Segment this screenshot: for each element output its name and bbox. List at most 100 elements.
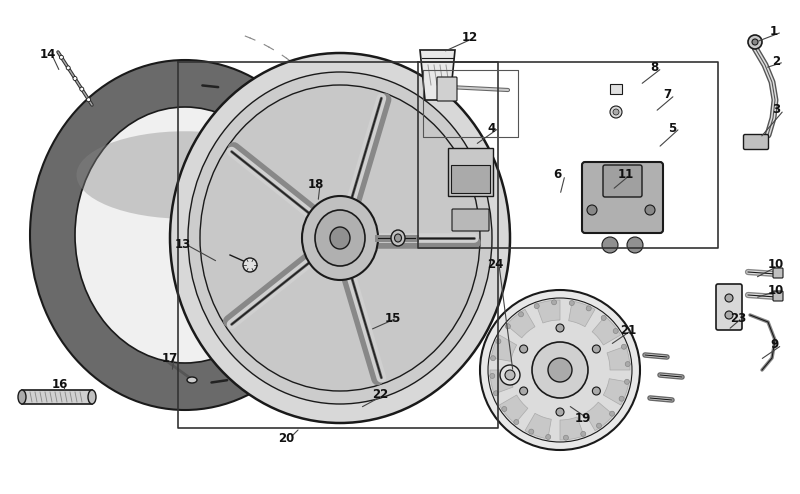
Ellipse shape (30, 60, 340, 410)
Circle shape (570, 300, 574, 305)
Circle shape (520, 345, 528, 353)
Text: 17: 17 (162, 352, 178, 365)
FancyBboxPatch shape (437, 77, 457, 101)
Wedge shape (603, 379, 629, 405)
Ellipse shape (200, 85, 480, 391)
Text: 14: 14 (40, 48, 56, 61)
Text: 3: 3 (772, 104, 780, 117)
Wedge shape (536, 300, 560, 323)
Circle shape (480, 290, 640, 450)
Circle shape (80, 87, 84, 91)
Text: 22: 22 (372, 388, 388, 402)
Circle shape (520, 387, 528, 395)
FancyBboxPatch shape (716, 284, 742, 330)
Circle shape (490, 373, 494, 378)
Circle shape (490, 356, 495, 361)
Circle shape (626, 362, 630, 367)
FancyBboxPatch shape (610, 84, 622, 94)
Text: 6: 6 (553, 168, 562, 181)
Circle shape (610, 106, 622, 118)
Ellipse shape (77, 131, 294, 219)
Circle shape (587, 205, 597, 215)
Text: 7: 7 (663, 88, 671, 101)
Circle shape (86, 98, 90, 102)
Circle shape (488, 298, 632, 442)
Wedge shape (560, 417, 584, 440)
Text: 12: 12 (462, 32, 478, 44)
Ellipse shape (315, 210, 365, 266)
Circle shape (586, 306, 591, 311)
Ellipse shape (170, 53, 510, 423)
Circle shape (614, 329, 618, 333)
Ellipse shape (88, 390, 96, 404)
Circle shape (581, 431, 586, 436)
FancyBboxPatch shape (603, 165, 642, 197)
Text: 8: 8 (650, 61, 658, 75)
Circle shape (597, 423, 602, 428)
Text: 11: 11 (618, 168, 634, 181)
Ellipse shape (187, 377, 197, 383)
Text: DesignedByK: DesignedByK (216, 236, 444, 264)
Circle shape (243, 258, 257, 272)
Circle shape (645, 205, 655, 215)
Circle shape (613, 109, 619, 115)
Bar (22, 390, 92, 404)
Wedge shape (506, 309, 535, 338)
FancyBboxPatch shape (773, 291, 783, 301)
Wedge shape (569, 301, 595, 327)
Circle shape (514, 419, 518, 424)
Bar (451, 165, 490, 193)
Ellipse shape (188, 72, 492, 404)
FancyBboxPatch shape (452, 209, 489, 231)
Circle shape (546, 434, 550, 440)
Text: 9: 9 (770, 338, 778, 352)
Text: 20: 20 (278, 431, 294, 445)
Circle shape (592, 387, 600, 395)
FancyBboxPatch shape (773, 268, 783, 278)
Text: 18: 18 (308, 178, 324, 192)
Wedge shape (585, 402, 614, 431)
Circle shape (59, 55, 63, 59)
Circle shape (627, 237, 643, 253)
Ellipse shape (330, 227, 350, 249)
Circle shape (66, 66, 70, 70)
Text: 15: 15 (385, 312, 402, 325)
Circle shape (602, 315, 606, 321)
Circle shape (752, 39, 758, 45)
Circle shape (563, 435, 569, 440)
Wedge shape (499, 395, 528, 424)
Circle shape (73, 77, 77, 81)
Wedge shape (525, 413, 551, 439)
Circle shape (534, 304, 539, 309)
Circle shape (622, 344, 626, 349)
Text: 21: 21 (620, 324, 636, 336)
Text: 16: 16 (52, 378, 68, 392)
Circle shape (494, 391, 498, 396)
Text: 2: 2 (772, 55, 780, 69)
Circle shape (505, 370, 515, 380)
Circle shape (518, 312, 523, 317)
Bar (448, 148, 493, 196)
FancyBboxPatch shape (743, 134, 769, 150)
Polygon shape (420, 50, 455, 100)
Text: 1: 1 (770, 26, 778, 39)
Circle shape (556, 324, 564, 332)
Text: 4: 4 (487, 122, 495, 134)
Circle shape (625, 379, 630, 384)
Ellipse shape (391, 230, 405, 246)
Circle shape (748, 35, 762, 49)
Wedge shape (490, 370, 513, 394)
Text: 24: 24 (487, 258, 503, 272)
Circle shape (502, 407, 506, 412)
Circle shape (506, 324, 510, 329)
Circle shape (602, 237, 618, 253)
Wedge shape (607, 346, 630, 370)
Text: 23: 23 (730, 312, 746, 325)
Circle shape (619, 396, 624, 401)
Circle shape (551, 300, 557, 305)
Text: 10: 10 (768, 284, 784, 296)
Ellipse shape (302, 196, 378, 280)
Circle shape (725, 311, 733, 319)
Ellipse shape (75, 107, 295, 363)
Text: 5: 5 (668, 122, 676, 134)
